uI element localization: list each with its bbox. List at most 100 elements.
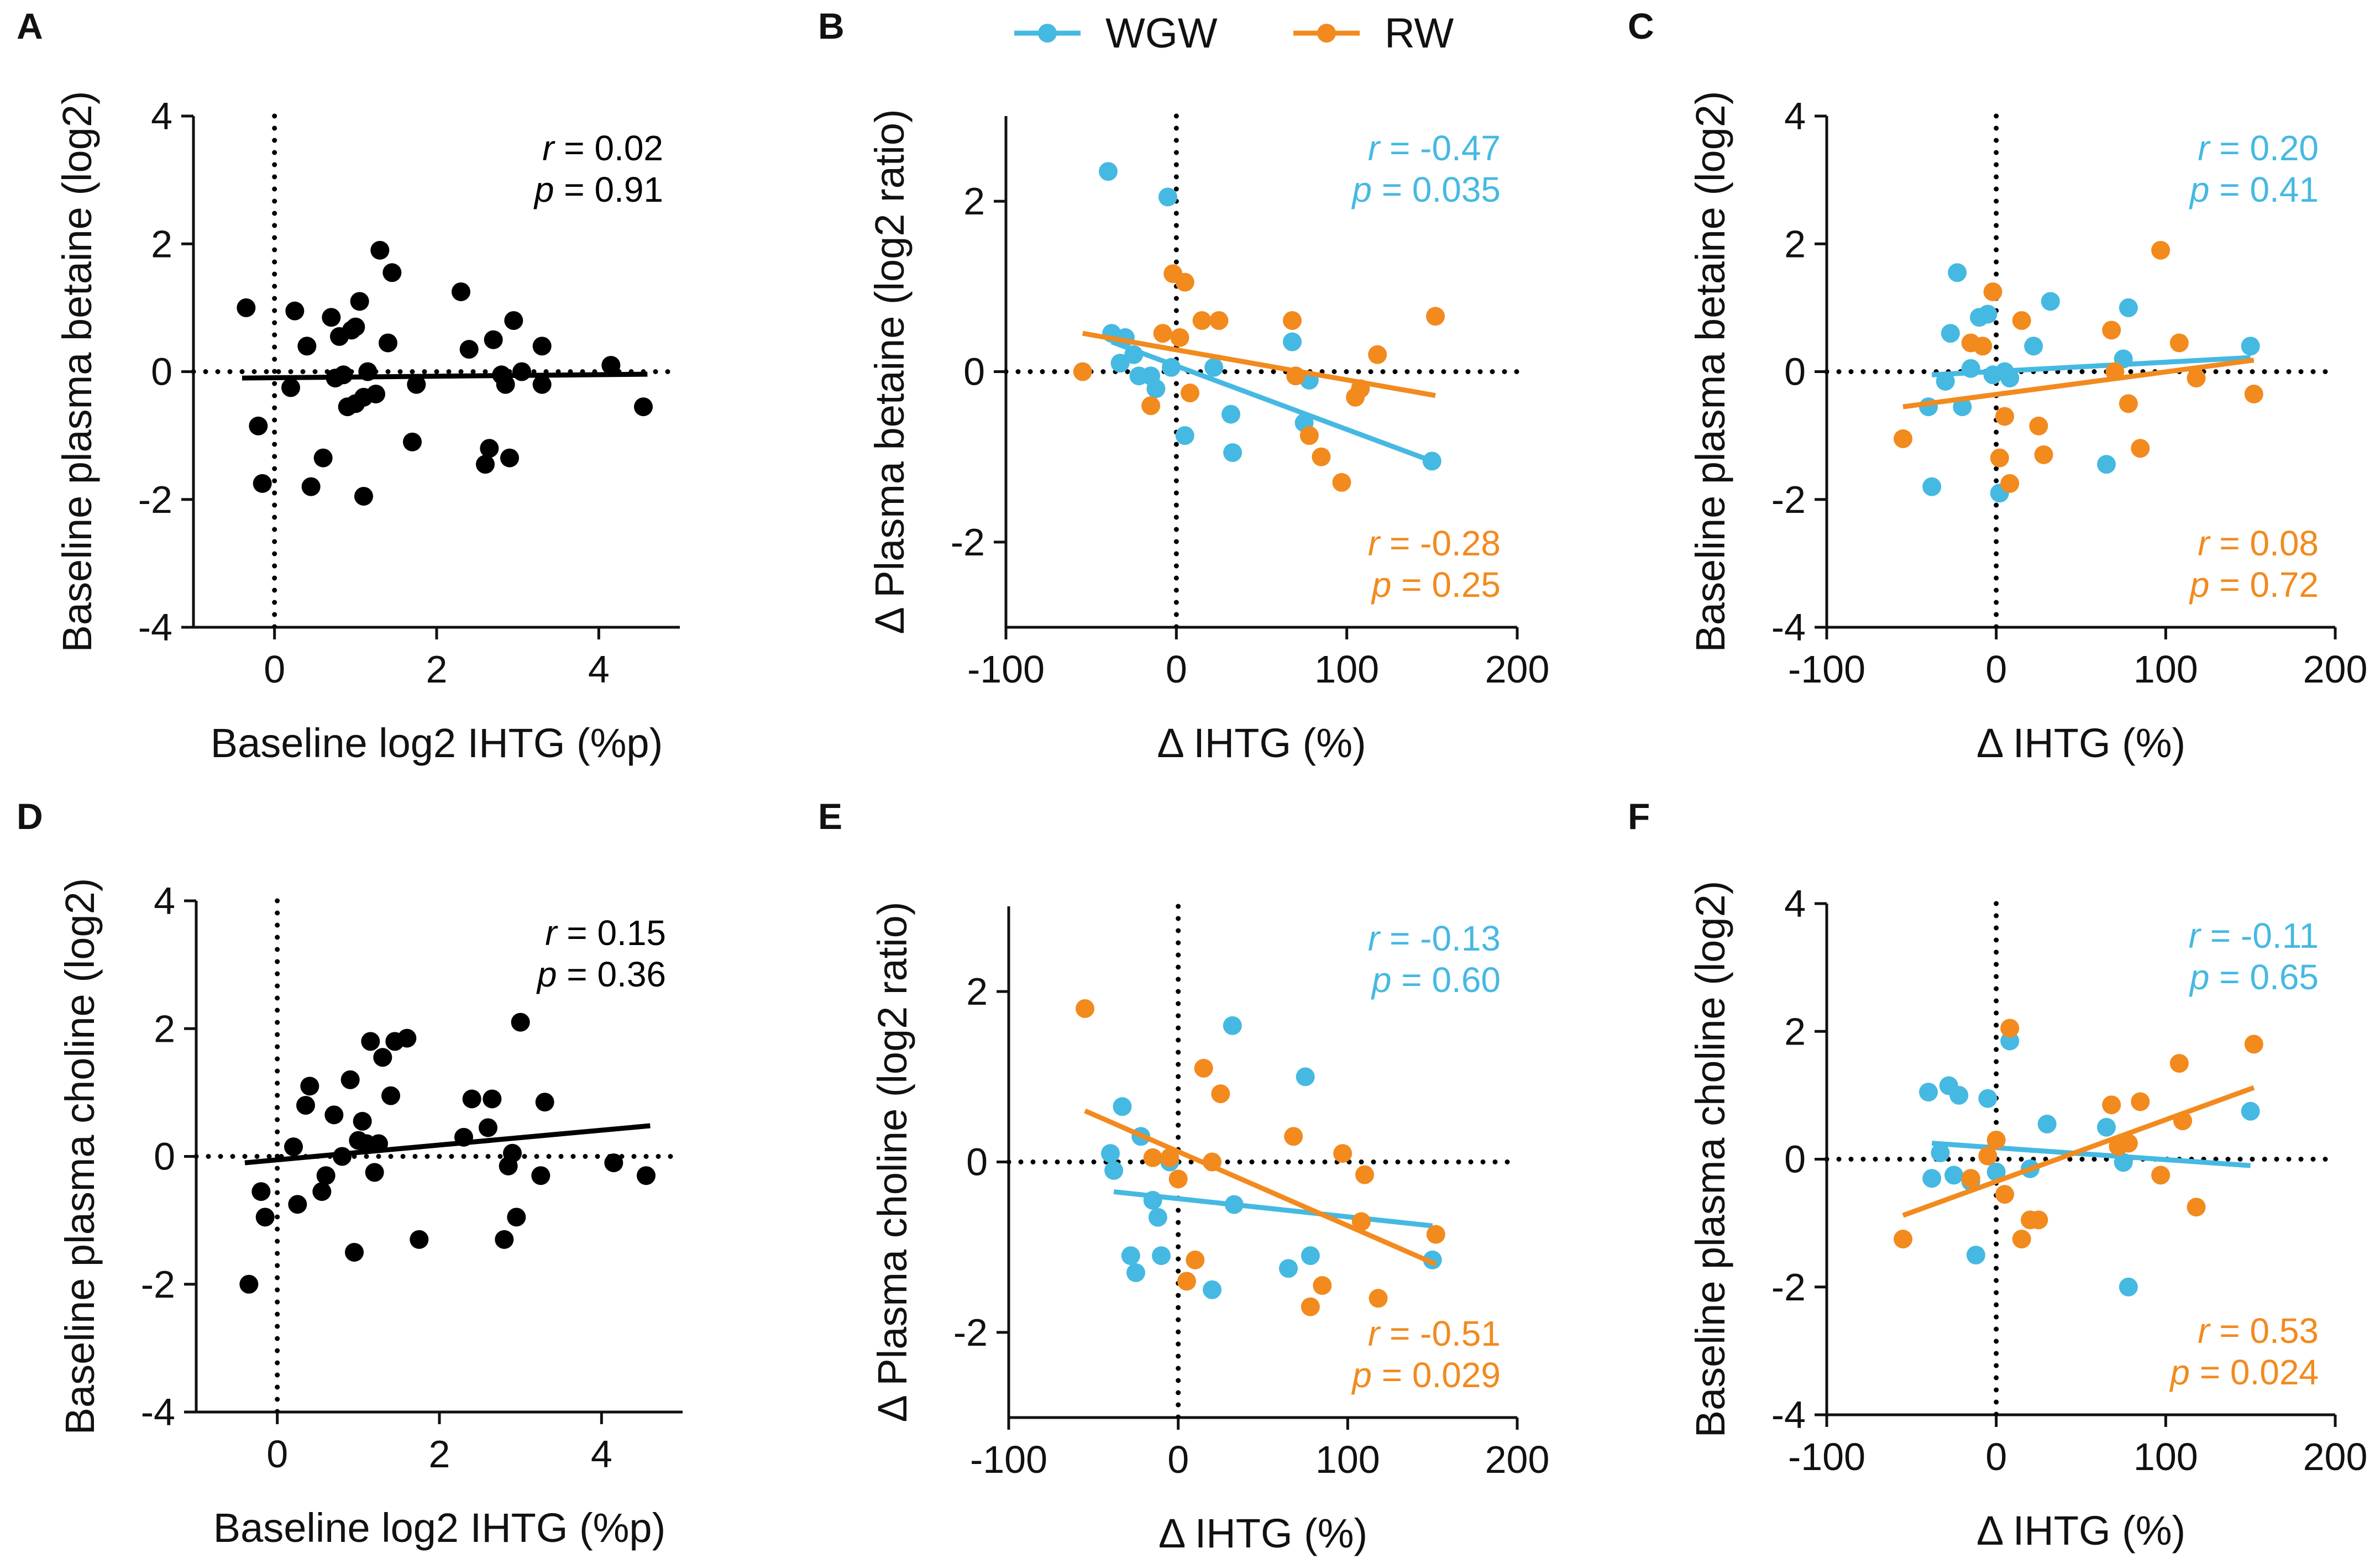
data-point [1222, 405, 1240, 424]
stat-r: r = -0.28 [1368, 523, 1501, 563]
x-tick-label: 4 [588, 648, 610, 691]
data-point [512, 362, 531, 381]
x-tick-label: 0 [1166, 648, 1187, 691]
x-tick-label: -100 [1788, 1435, 1865, 1478]
stat-p: p = 0.65 [2189, 957, 2319, 997]
series-all [237, 240, 653, 506]
data-point [381, 1086, 400, 1105]
data-point [2119, 1277, 2138, 1297]
data-point [288, 1195, 307, 1214]
x-tick-label: -100 [1788, 648, 1865, 691]
data-point [403, 432, 422, 452]
y-tick-label: -2 [1771, 478, 1806, 521]
x-tick-label: -100 [967, 648, 1045, 691]
data-point [382, 263, 402, 282]
x-tick-label: 100 [2133, 648, 2198, 691]
panel-letter-c: C [1628, 6, 1654, 46]
data-point [366, 384, 385, 403]
data-point [1209, 311, 1229, 330]
x-tick-label: 0 [1985, 1435, 2007, 1478]
data-point [476, 455, 495, 474]
data-point [296, 1096, 315, 1115]
data-point [1194, 1058, 1213, 1078]
data-point [345, 1242, 364, 1262]
data-point [1186, 1250, 1205, 1269]
x-tick-label: 2 [426, 648, 448, 691]
data-point [407, 375, 426, 394]
series-rw [1076, 999, 1445, 1316]
y-tick-label: -4 [1771, 606, 1806, 649]
data-point [1313, 1276, 1332, 1295]
data-point [370, 240, 390, 260]
y-tick-label: 0 [151, 350, 172, 393]
x-axis-label: Δ IHTG (%) [1977, 1508, 2185, 1553]
series-rw [1894, 1019, 2263, 1249]
data-point [2097, 1117, 2116, 1137]
data-point [500, 448, 519, 468]
data-point [535, 1093, 554, 1112]
x-tick-label: 100 [2133, 1435, 2198, 1478]
y-tick-label: 2 [154, 1007, 175, 1050]
data-point [410, 1230, 429, 1249]
data-point [2000, 1019, 2020, 1038]
data-point [1995, 407, 2014, 426]
data-point [297, 337, 317, 356]
data-point [2024, 337, 2043, 356]
y-tick-label: 4 [1784, 95, 1806, 138]
y-tick-label: -4 [138, 606, 172, 649]
data-point [1312, 447, 1331, 466]
data-point [1223, 443, 1243, 462]
data-point [361, 1032, 380, 1051]
data-point [462, 1089, 481, 1109]
stat-r: r = 0.08 [2198, 523, 2319, 563]
data-point [1223, 1016, 1242, 1035]
data-point [1961, 1169, 1980, 1188]
data-point [350, 292, 369, 311]
data-point [2119, 1133, 2138, 1153]
data-point [281, 378, 300, 397]
y-tick-label: 0 [154, 1135, 175, 1178]
data-point [1978, 1089, 1998, 1108]
stat-p: p = 0.91 [533, 170, 663, 209]
data-point [1175, 272, 1194, 292]
stat-r: r = -0.51 [1368, 1314, 1501, 1353]
stat-r: r = -0.13 [1368, 919, 1501, 958]
data-point [354, 486, 373, 506]
data-point [1168, 1169, 1188, 1189]
data-point [239, 1274, 259, 1294]
data-point [365, 1163, 384, 1182]
y-tick-label: -2 [953, 1311, 988, 1354]
stat-p: p = 0.41 [2189, 170, 2319, 209]
x-tick-label: 0 [264, 648, 285, 691]
data-point [1170, 328, 1189, 347]
data-point [316, 1166, 335, 1185]
regression-line-rw [1082, 330, 1436, 398]
data-point [459, 340, 479, 359]
regression-line-rw [1084, 1108, 1437, 1267]
data-point [483, 1089, 502, 1109]
series-all [239, 1012, 656, 1294]
data-point [503, 1143, 522, 1163]
y-axis-label: Δ Plasma betaine (log2 ratio) [867, 109, 913, 634]
y-axis-label: Baseline plasma choline (log2) [57, 878, 103, 1435]
stat-p: p = 0.035 [1351, 170, 1501, 209]
panel-b: B -100 0 100 200 -2 0 2 Δ IHTG (%) Δ Plasma betai… [818, 6, 1549, 766]
data-point [1949, 1085, 1969, 1105]
x-tick-label: 4 [591, 1432, 612, 1476]
y-tick-label: -2 [138, 478, 172, 521]
data-point [532, 375, 552, 394]
legend-item-wgw: WGW [1014, 10, 1218, 57]
data-point [1973, 337, 1993, 356]
y-tick-label: -4 [141, 1390, 175, 1434]
x-axis-label: Baseline log2 IHTG (%p) [213, 1505, 665, 1551]
regression-line-wgw [1931, 355, 2251, 377]
data-point [1931, 1143, 1950, 1162]
data-point [1332, 473, 1351, 492]
data-point [1990, 448, 2009, 468]
data-point [2097, 455, 2116, 474]
data-point [2241, 337, 2260, 356]
data-point [2244, 384, 2263, 403]
y-tick-label: -2 [1771, 1266, 1806, 1309]
panel-letter-a: A [17, 6, 43, 46]
stat-r: r = -0.47 [1368, 128, 1501, 168]
